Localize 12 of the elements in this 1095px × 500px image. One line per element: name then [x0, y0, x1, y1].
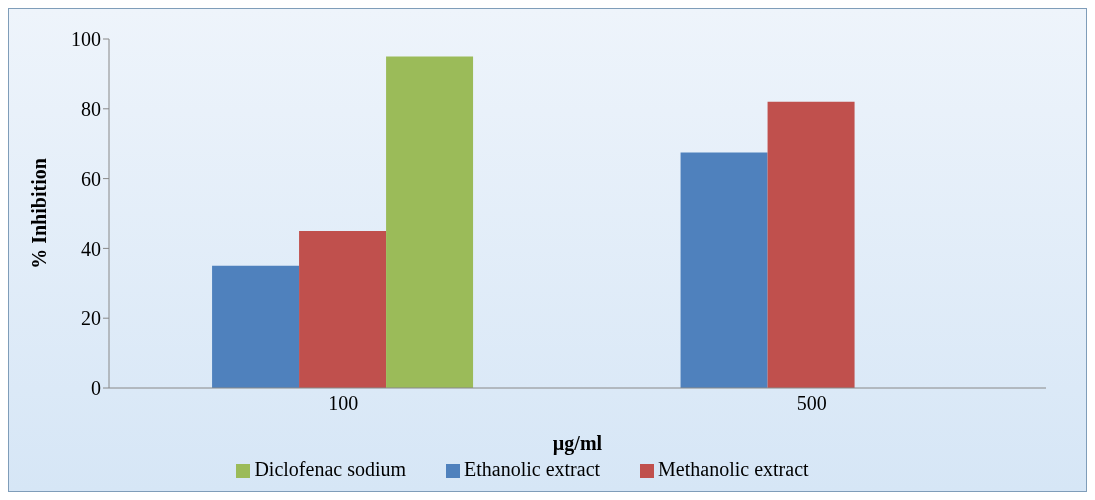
legend-label: Diclofenac sodium: [254, 458, 407, 480]
y-tick-label: 0: [91, 377, 101, 400]
y-tick-label: 20: [81, 307, 101, 330]
y-tick-label: 40: [81, 237, 101, 260]
legend-label: Methanolic extract: [658, 458, 809, 480]
y-axis-title: % Inhibition: [28, 158, 51, 269]
legend-label: Ethanolic extract: [464, 458, 601, 480]
x-axis-title: µg/ml: [552, 432, 603, 455]
y-tick-label: 100: [71, 28, 101, 51]
y-tick-label: 60: [81, 167, 101, 190]
x-tick-label: 500: [796, 392, 827, 415]
y-tick-label: 80: [81, 97, 101, 120]
